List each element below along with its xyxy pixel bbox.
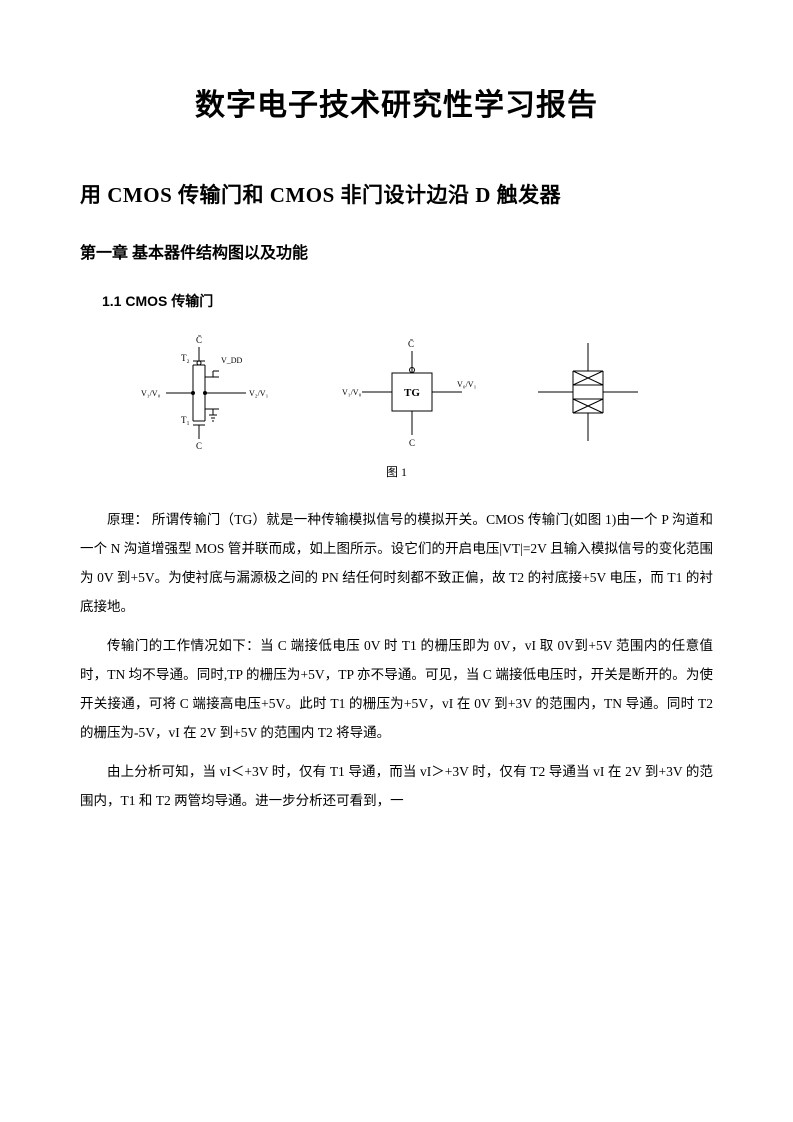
symbol-diagram: [523, 333, 653, 453]
paragraph-3: 由上分析可知，当 vI＜+3V 时，仅有 T1 导通，而当 vI＞+3V 时，仅…: [80, 757, 713, 815]
figure-row: C̄ T₂ V_DD V₁/V₀ V₂/V₁ T₁: [120, 333, 673, 453]
label-tg: TG: [404, 387, 420, 399]
label-t2: T₂: [181, 353, 190, 363]
label-box-r: V₀/V₁: [457, 380, 477, 389]
main-title: 数字电子技术研究性学习报告: [80, 80, 713, 124]
label-box-l: V₁/V₀: [342, 388, 362, 397]
subtitle: 用 CMOS 传输门和 CMOS 非门设计边沿 D 触发器: [80, 179, 713, 209]
tg-box-diagram: C̄ TG V₁/V₀ V₀/V₁ C: [342, 333, 482, 453]
section-heading: 1.1 CMOS 传输门: [102, 291, 713, 311]
circuit-diagram: C̄ T₂ V_DD V₁/V₀ V₂/V₁ T₁: [141, 333, 301, 453]
paragraph-1: 原理： 所谓传输门（TG）就是一种传输模拟信号的模拟开关。CMOS 传输门(如图…: [80, 505, 713, 621]
label-cbar: C̄: [196, 335, 202, 345]
label-cbar2: C̄: [408, 339, 414, 349]
chapter-heading: 第一章 基本器件结构图以及功能: [80, 239, 713, 263]
figure-caption: 图 1: [80, 463, 713, 480]
label-t1: T₁: [181, 415, 190, 425]
paragraph-2: 传输门的工作情况如下：当 C 端接低电压 0V 时 T1 的栅压即为 0V，vI…: [80, 631, 713, 747]
label-vivo-l: V₁/V₀: [141, 389, 161, 398]
label-vdd: V_DD: [221, 356, 243, 365]
label-vovi-r: V₂/V₁: [249, 389, 269, 398]
label-c2: C: [409, 438, 415, 448]
label-c: C: [196, 441, 202, 451]
